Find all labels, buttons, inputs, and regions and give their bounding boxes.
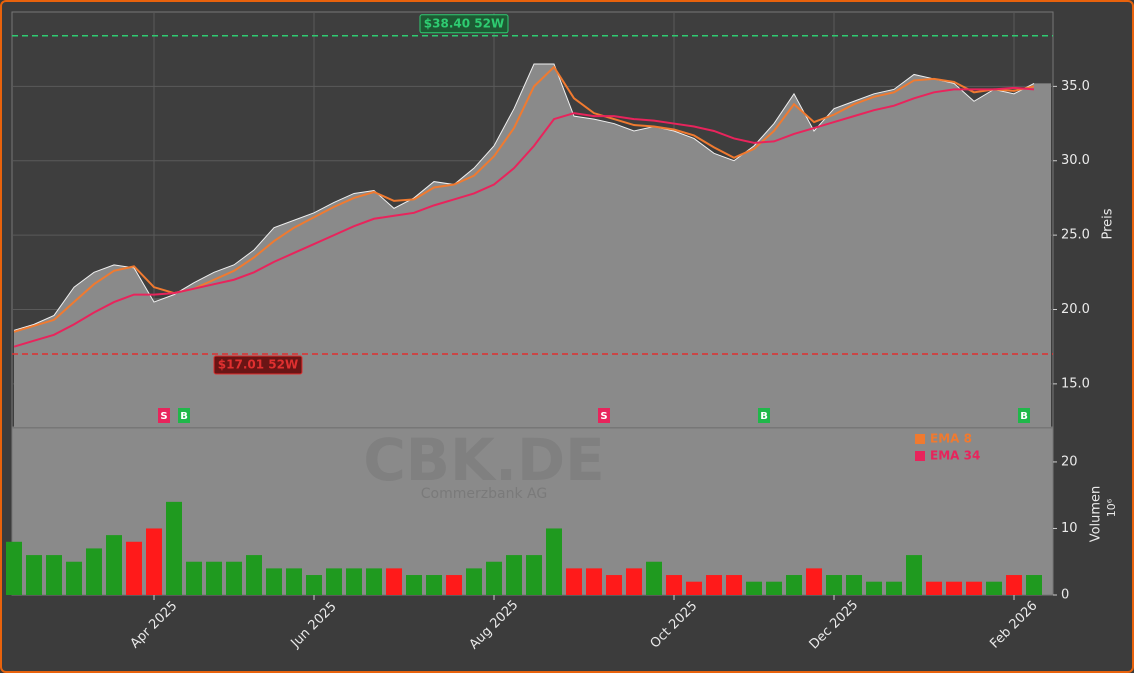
y-tick-label: 30.0: [1061, 153, 1090, 168]
signal-label: B: [180, 411, 188, 422]
x-tick-label: Feb 2026: [987, 598, 1040, 651]
volume-bar: [306, 575, 322, 595]
volume-bar: [906, 555, 922, 595]
signal-label: S: [600, 411, 607, 422]
y-tick-label: 20: [1061, 454, 1078, 469]
volume-bar: [1006, 575, 1022, 595]
volume-bar: [726, 575, 742, 595]
volume-bar: [886, 581, 902, 595]
volume-bar: [646, 561, 662, 595]
x-tick-label: Oct 2025: [648, 599, 701, 652]
volume-bar: [866, 581, 882, 595]
volume-bar: [246, 555, 262, 595]
signal-box: [598, 408, 610, 423]
volume-bar: [426, 575, 442, 595]
volume-bar: [466, 568, 482, 595]
legend-swatch: [915, 451, 925, 461]
volume-bar: [346, 568, 362, 595]
volume-bar: [146, 528, 162, 595]
annotation-label: $17.01 52W: [218, 357, 298, 371]
legend-swatch: [915, 434, 925, 444]
price-line: [13, 63, 1035, 331]
annotation-label: $38.40 52W: [424, 16, 504, 30]
volume-bar: [46, 555, 62, 595]
y-tick-label: 20.0: [1061, 302, 1090, 317]
x-tick-label: Apr 2025: [128, 599, 181, 652]
volume-bar: [446, 575, 462, 595]
volume-bar: [406, 575, 422, 595]
volume-bar: [546, 528, 562, 595]
legend-label: EMA 8: [930, 432, 972, 446]
volume-bar: [926, 581, 942, 595]
y-tick-label: 15.0: [1061, 376, 1090, 391]
volume-bar: [186, 561, 202, 595]
volume-bar: [986, 581, 1002, 595]
volume-bar: [686, 581, 702, 595]
volume-bar: [206, 561, 222, 595]
signal-box: [1018, 408, 1030, 423]
signal-label: S: [160, 411, 167, 422]
volume-bar: [966, 581, 982, 595]
volume-bar: [126, 541, 142, 595]
y-tick-label: 10: [1061, 521, 1078, 536]
axis-label: Preis: [1101, 208, 1116, 239]
volume-bar: [486, 561, 502, 595]
y-tick-label: 0: [1061, 588, 1069, 603]
axis-label: Volumen: [1089, 486, 1104, 543]
x-tick-label: Dec 2025: [807, 598, 862, 653]
signal-box: [158, 408, 170, 423]
scale-label: 10⁶: [1105, 498, 1118, 517]
volume-bar: [626, 568, 642, 595]
volume-bar: [846, 575, 862, 595]
volume-bar: [86, 548, 102, 595]
annotation-box: [419, 14, 509, 34]
volume-bar: [386, 568, 402, 595]
volume-bar: [66, 561, 82, 595]
volume-bar: [566, 568, 582, 595]
signal-box: [758, 408, 770, 423]
volume-bar: [766, 581, 782, 595]
price-area: [14, 64, 1051, 428]
annotation-box: [213, 355, 303, 375]
volume-bar: [1026, 575, 1042, 595]
volume-bar: [226, 561, 242, 595]
volume-bar: [326, 568, 342, 595]
volume-bar: [946, 581, 962, 595]
volume-bar: [666, 575, 682, 595]
volume-bar: [26, 555, 42, 595]
signal-label: B: [760, 411, 768, 422]
volume-bar: [806, 568, 822, 595]
volume-bar: [6, 541, 22, 595]
volume-bar: [106, 535, 122, 595]
watermark: CBK.DE: [363, 426, 605, 494]
y-tick-label: 35.0: [1061, 79, 1090, 94]
volume-bar: [166, 501, 182, 595]
volume-bar: [366, 568, 382, 595]
volume-bar: [506, 555, 522, 595]
volume-bar: [526, 555, 542, 595]
volume-bar: [826, 575, 842, 595]
y-tick-label: 25.0: [1061, 228, 1090, 243]
volume-bar: [746, 581, 762, 595]
volume-bar: [706, 575, 722, 595]
volume-bar: [586, 568, 602, 595]
ema-line: [13, 86, 1035, 348]
volume-bar: [606, 575, 622, 595]
legend-label: EMA 34: [930, 449, 980, 463]
volume-bar: [286, 568, 302, 595]
x-tick-label: Jun 2025: [288, 599, 340, 651]
x-tick-label: Aug 2025: [467, 598, 522, 653]
volume-bar: [266, 568, 282, 595]
signal-box: [178, 408, 190, 423]
signal-label: B: [1020, 411, 1028, 422]
watermark-sub: Commerzbank AG: [421, 486, 547, 502]
volume-bar: [786, 575, 802, 595]
